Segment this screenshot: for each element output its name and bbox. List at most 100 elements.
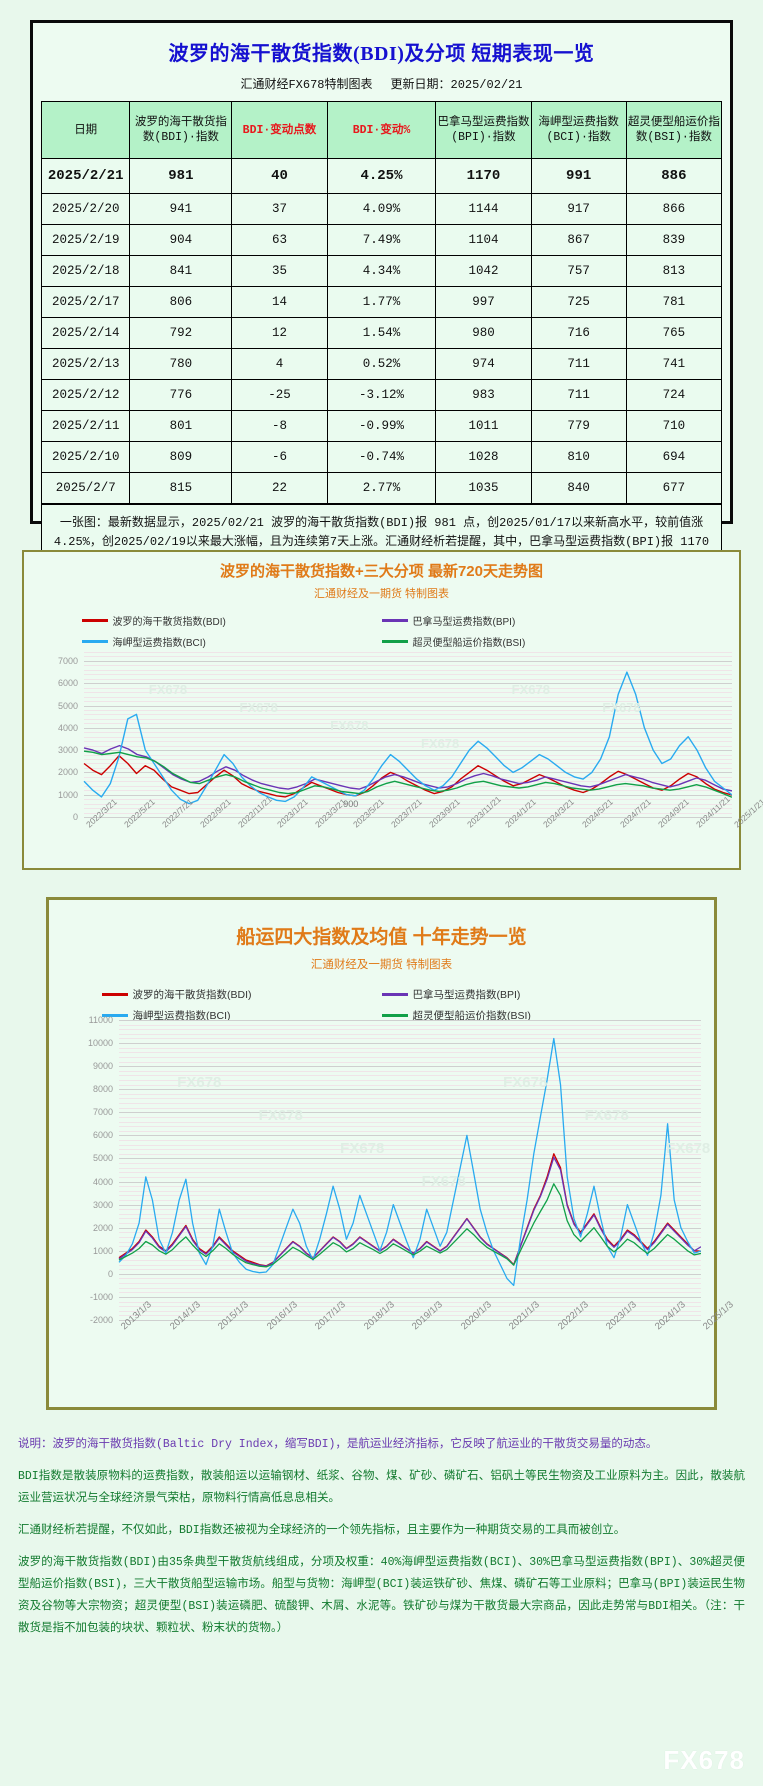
legend-swatch-icon	[81, 619, 108, 622]
y-axis-tick-label: -1000	[89, 1291, 113, 1302]
gridline	[84, 692, 732, 694]
gridline	[119, 1144, 701, 1146]
gridline	[119, 1269, 701, 1271]
cell-bsi: 765	[625, 317, 723, 349]
gridline	[119, 1246, 701, 1248]
gridline	[119, 1204, 701, 1206]
gridline	[119, 1176, 701, 1178]
gridline	[119, 1218, 701, 1220]
cell-bci: 810	[530, 441, 627, 473]
cell-chg: 40	[231, 158, 328, 194]
footer-description: 说明：波罗的海干散货指数(Baltic Dry Index，缩写BDI)，是航运…	[0, 1420, 763, 1650]
series-line-2	[83, 671, 732, 805]
cell-bdi: 792	[129, 317, 233, 349]
cell-date: 2025/2/18	[40, 255, 131, 287]
y-axis-tick-label: 3000	[57, 745, 78, 756]
chart-10y-xaxis: 2013/1/3 2014/1/3 2015/1/3 2016/1/3 2017/1/3…	[61, 1299, 736, 1382]
gridline	[119, 1075, 701, 1077]
x-axis-tick-label: 2025/1/21	[732, 796, 763, 830]
chart-10y-panel: 船运四大指数及均值 十年走势一览 汇通财经及一期货 特制图表 波罗的海干散货指数…	[46, 897, 736, 1410]
gridline	[119, 1098, 701, 1100]
gridline	[119, 1223, 701, 1225]
gridline	[119, 1287, 701, 1289]
cell-date: 2025/2/11	[40, 410, 131, 442]
legend-item-1: 巴拿马型运费指数(BPI)	[381, 987, 662, 1002]
table-subtitle: 汇通财经FX678特制图表 更新日期：2025/02/21	[33, 66, 730, 101]
table-row: 2025/2/17 806 14 1.77% 997 725 781	[40, 286, 723, 318]
gridline	[119, 1116, 701, 1118]
bdi-data-table: 日期 波罗的海干散货指数(BDI)·指数 BDI·变动点数 BDI·变动% 巴拿…	[40, 101, 723, 504]
chart-720d-title: 波罗的海干散货指数+三大分项 最新720天走势图	[220, 563, 543, 580]
table-row: 2025/2/7 815 22 2.77% 1035 840 677	[40, 472, 723, 504]
cell-bpi: 1170	[435, 158, 532, 194]
cell-pct: 2.77%	[326, 472, 437, 504]
cell-pct: -3.12%	[326, 379, 437, 411]
footer-line-3: 波罗的海干散货指数(BDI)由35条典型干散货航线组成，分项及权重：40%海岬型…	[18, 1556, 745, 1635]
chart-10y-subtitle: 汇通财经及一期货 特制图表	[310, 959, 453, 971]
cell-date: 2025/2/14	[40, 317, 131, 349]
col-header-bsi: 超灵便型船运价指数(BSI)·指数	[625, 101, 723, 159]
col-header-bdi-change-points: BDI·变动点数	[231, 101, 328, 159]
cell-date: 2025/2/20	[40, 193, 131, 225]
gridline	[84, 790, 732, 792]
cell-bci: 779	[530, 410, 627, 442]
cell-bci: 991	[530, 158, 627, 194]
y-axis-tick-label: 6000	[57, 678, 78, 689]
col-header-bdi-change-pct: BDI·变动%	[326, 101, 437, 159]
table-row: 2025/2/20 941 37 4.09% 1144 917 866	[40, 193, 723, 225]
gridline	[84, 727, 732, 729]
gridline	[84, 732, 732, 734]
bdi-table-panel: 波罗的海干散货指数(BDI)及分项 短期表现一览 汇通财经FX678特制图表 更新…	[30, 20, 733, 600]
gridline	[119, 1061, 701, 1063]
gridline	[119, 1043, 701, 1045]
gridline	[119, 1255, 701, 1257]
series-line-3	[83, 750, 732, 798]
series-line-3	[118, 1183, 701, 1268]
chart-720d-legend: 波罗的海干散货指数(BDI) 巴拿马型运费指数(BPI) 海岬型运费指数(BCI) 超…	[24, 610, 739, 652]
chart-series-svg	[83, 671, 732, 805]
y-axis-tick-label: 7000	[92, 1107, 113, 1118]
gridline	[84, 741, 732, 743]
gridline	[84, 669, 732, 671]
legend-swatch-icon	[381, 640, 408, 643]
cell-chg: 4	[231, 348, 328, 380]
chart-720d-panel: 波罗的海干散货指数+三大分项 最新720天走势图 汇通财经及一期货 特制图表 波…	[22, 550, 763, 870]
cell-bci: 716	[530, 317, 627, 349]
gridline	[119, 1052, 701, 1054]
gridline	[119, 1190, 701, 1192]
cell-bdi: 809	[129, 441, 233, 473]
gridline	[119, 1227, 701, 1229]
gridline	[119, 1241, 701, 1243]
y-axis-tick-label: 4000	[57, 722, 78, 733]
x-axis-tick-label: 2025/1/3	[701, 1299, 736, 1333]
col-header-date: 日期	[40, 101, 131, 159]
gridline	[84, 736, 732, 738]
cell-bdi: 941	[129, 193, 233, 225]
gridline	[119, 1320, 701, 1321]
legend-label: 海岬型运费指数(BCI)	[132, 1010, 231, 1022]
gridline	[119, 1107, 701, 1109]
col-header-bdi: 波罗的海干散货指数(BDI)·指数	[129, 101, 233, 159]
gridline	[84, 660, 732, 662]
legend-item-3: 超灵便型船运价指数(BSI)	[381, 634, 682, 649]
gridline	[119, 1140, 701, 1141]
gridline	[119, 1084, 701, 1086]
gridline	[84, 705, 732, 707]
footer-line-1: BDI指数是散装原物料的运费指数，散装船运以运输钢材、纸浆、谷物、煤、矿砂、磷矿…	[18, 1470, 745, 1505]
legend-item-3: 超灵便型船运价指数(BSI)	[381, 1008, 662, 1023]
y-axis-tick-label: 11000	[88, 1015, 113, 1025]
cell-bdi: 776	[129, 379, 233, 411]
gridline	[84, 723, 732, 725]
cell-bpi: 983	[435, 379, 532, 411]
table-row: 2025/2/11 801 -8 -0.99% 1011 779 710	[40, 410, 723, 442]
y-axis-tick-label: 1000	[57, 789, 78, 800]
gridline	[84, 772, 732, 774]
cell-date: 2025/2/10	[40, 441, 131, 473]
legend-item-2: 海岬型运费指数(BCI)	[81, 634, 382, 649]
cell-bsi: 886	[625, 158, 723, 194]
y-axis-tick-label: 4000	[92, 1176, 113, 1187]
cell-bpi: 1011	[435, 410, 532, 442]
legend-label: 超灵便型船运价指数(BSI)	[412, 638, 526, 649]
cell-bpi: 980	[435, 317, 532, 349]
gridline	[84, 696, 732, 698]
